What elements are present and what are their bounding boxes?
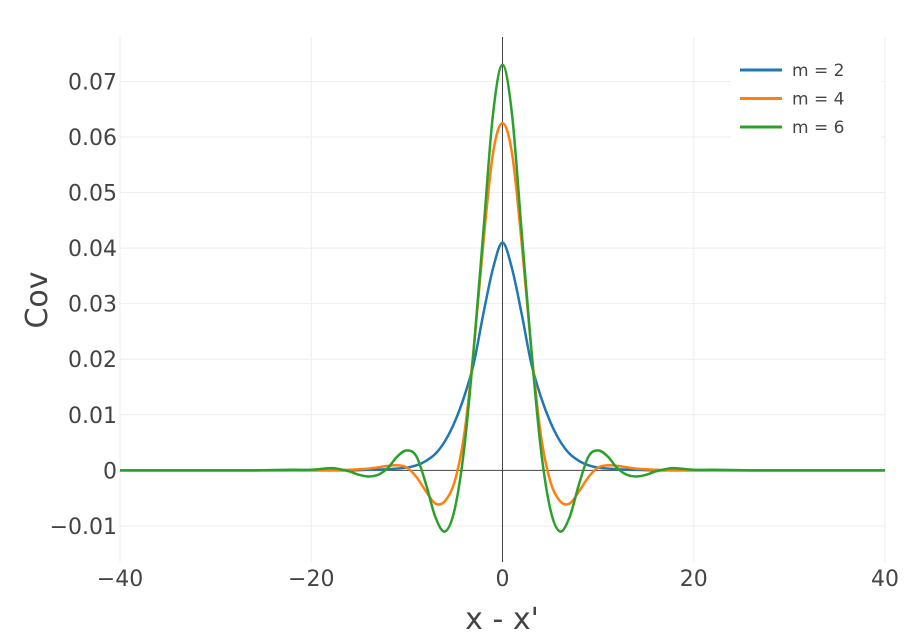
y-tick-label: 0.06: [68, 126, 117, 151]
y-tick-label: 0: [103, 459, 117, 484]
x-tick-labels: −40 −20 0 20 40: [97, 567, 899, 592]
x-tick-label: −40: [97, 567, 143, 592]
y-tick-label: 0.01: [68, 404, 117, 429]
series-line-2[interactable]: [119, 121, 885, 506]
legend[interactable]: m = 2 m = 4 m = 6: [731, 56, 881, 144]
legend-item-3[interactable]: m = 6: [740, 118, 844, 138]
y-tick-label: 0.02: [68, 348, 117, 373]
y-tick-label: 0.07: [68, 70, 117, 95]
y-tick-label: 0.03: [68, 293, 117, 318]
y-tick-labels: −0.01 0 0.01 0.02 0.03 0.04 0.05 0.06 0.07: [50, 70, 117, 539]
legend-label: m = 4: [792, 90, 844, 110]
series-lines: [119, 63, 885, 533]
legend-label: m = 6: [792, 118, 844, 138]
y-axis-title: Cov: [20, 271, 55, 328]
x-tick-label: 20: [680, 567, 708, 592]
y-tick-label: 0.05: [68, 182, 117, 207]
x-tick-label: −20: [288, 567, 334, 592]
x-axis-title: x - x': [465, 602, 539, 633]
x-tick-label: 40: [871, 567, 899, 592]
y-tick-label: −0.01: [50, 515, 117, 540]
legend-item-1[interactable]: m = 2: [740, 61, 844, 81]
legend-item-2[interactable]: m = 4: [740, 90, 844, 110]
x-tick-label: 0: [496, 567, 510, 592]
series-line-1[interactable]: [119, 241, 885, 472]
series-line-3[interactable]: [119, 63, 885, 533]
legend-label: m = 2: [792, 61, 844, 81]
y-tick-label: 0.04: [68, 237, 117, 262]
